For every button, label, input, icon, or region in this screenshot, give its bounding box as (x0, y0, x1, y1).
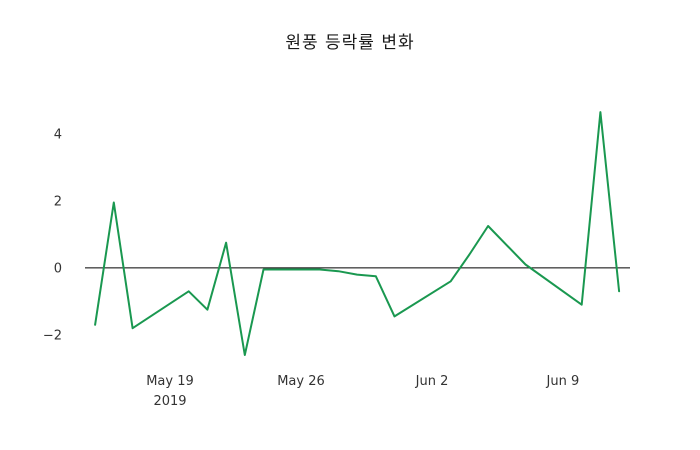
chart-title: 원풍 등락률 변화 (285, 33, 415, 53)
series-group (94, 111, 621, 356)
x-tick-label: Jun 9 (546, 374, 580, 389)
x-tick-label: May 26 (277, 374, 325, 389)
y-tick-label: 0 (54, 261, 62, 276)
x-tick-label: Jun 2 (415, 374, 449, 389)
x-tick-year-label: 2019 (153, 394, 186, 409)
y-tick-label: −2 (43, 328, 62, 343)
price-change-line (94, 111, 621, 356)
y-tick-label: 4 (54, 127, 62, 142)
x-tick-label: May 19 (146, 374, 194, 389)
y-axis-tick-labels: −2 0 2 4 (43, 127, 62, 343)
y-tick-label: 2 (54, 194, 62, 209)
x-axis-tick-labels: May 19 2019 May 26 Jun 2 Jun 9 (146, 374, 579, 409)
